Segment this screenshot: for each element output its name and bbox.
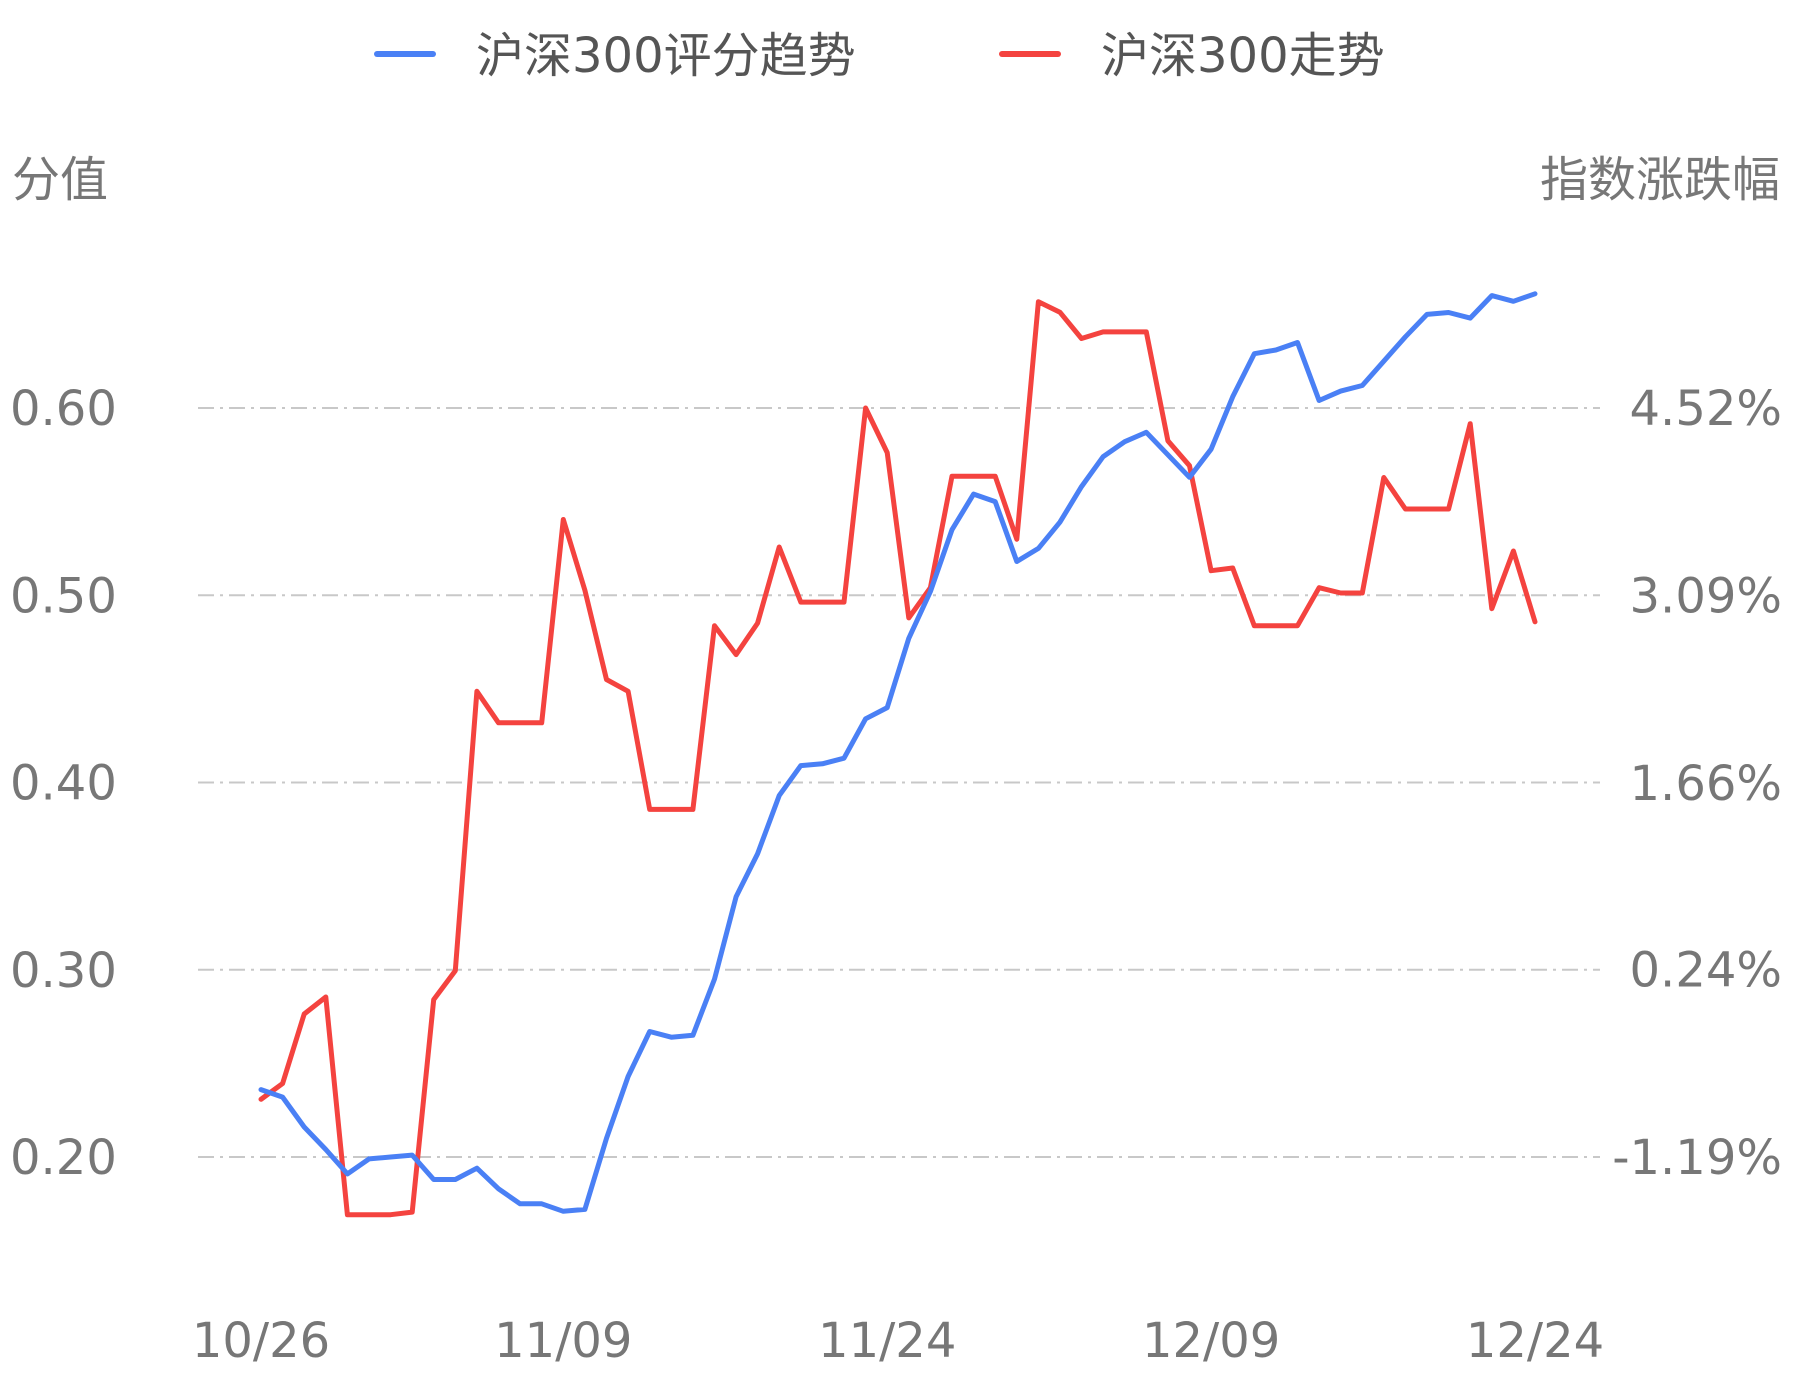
y-axis-left: 0.20 0.30 0.40 0.50 0.60 — [10, 381, 117, 1186]
x-tick: 11/24 — [818, 1313, 956, 1369]
x-tick: 12/24 — [1466, 1313, 1604, 1369]
x-tick: 11/09 — [494, 1313, 632, 1369]
y-axis-title-left: 分值 — [12, 152, 108, 208]
y-tick-right: 1.66% — [1630, 756, 1782, 812]
series-line-score — [258, 291, 1538, 1214]
y-axis-title-right: 指数涨跌幅 — [1540, 152, 1780, 208]
y-tick-right: -1.19% — [1612, 1130, 1782, 1186]
x-tick: 10/26 — [192, 1313, 330, 1369]
legend-label-score: 沪深300评分趋势 — [476, 28, 856, 84]
y-tick-left: 0.20 — [10, 1130, 117, 1186]
grid-lines — [198, 407, 1600, 1158]
y-tick-left: 0.50 — [10, 568, 117, 624]
x-axis: 10/26 11/09 11/24 12/09 12/24 — [192, 1313, 1604, 1369]
y-tick-left: 0.30 — [10, 943, 117, 999]
legend-label-index: 沪深300走势 — [1101, 28, 1385, 84]
y-tick-left: 0.60 — [10, 381, 117, 437]
y-tick-right: 0.24% — [1630, 942, 1782, 998]
series-layer — [258, 291, 1538, 1218]
x-tick: 12/09 — [1142, 1313, 1280, 1369]
y-tick-right: 3.09% — [1630, 569, 1782, 625]
series-line-index — [258, 299, 1538, 1218]
y-tick-left: 0.40 — [10, 756, 117, 812]
y-tick-right: 4.52% — [1630, 381, 1782, 437]
y-axis-right: -1.19% 0.24% 1.66% 3.09% 4.52% — [1612, 381, 1782, 1186]
legend: 沪深300评分趋势 沪深300走势 — [374, 28, 1385, 84]
